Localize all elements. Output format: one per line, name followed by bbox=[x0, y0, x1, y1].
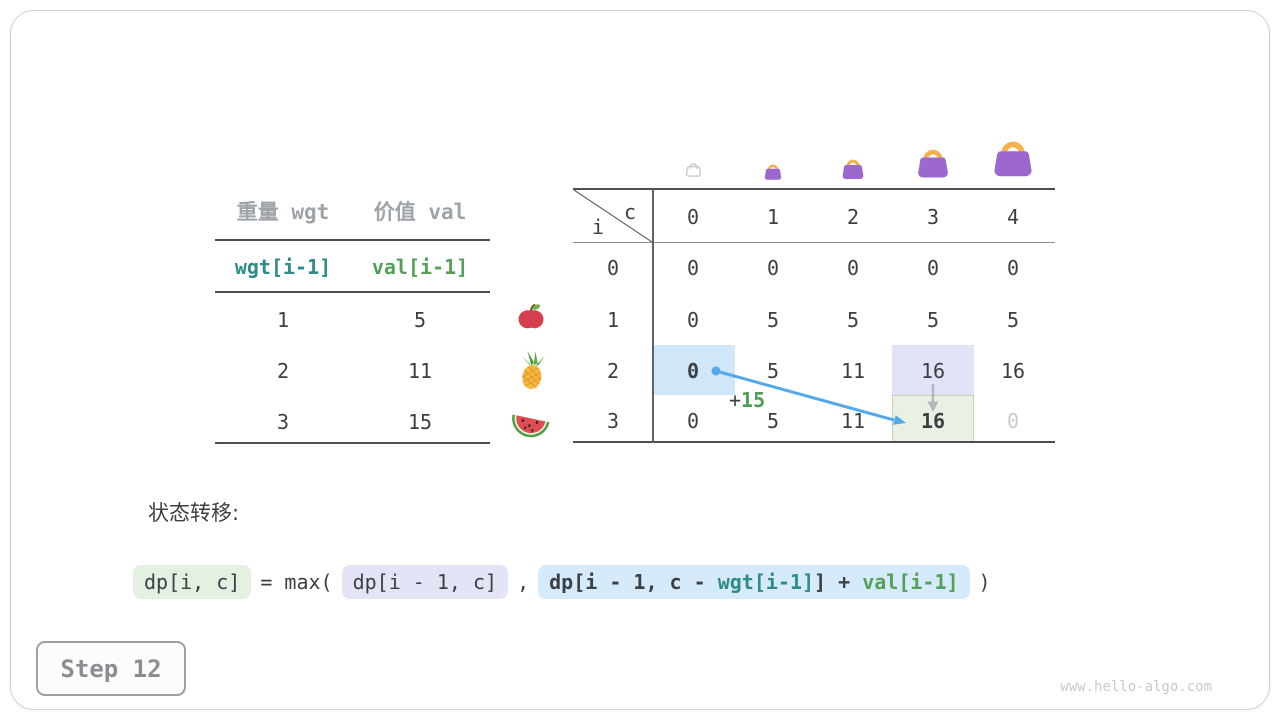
dp-cell-0-2: 0 bbox=[846, 256, 860, 280]
apple-icon bbox=[516, 301, 546, 331]
watermelon-icon bbox=[509, 406, 551, 440]
formula-take-mid: ] + bbox=[814, 570, 863, 594]
dp-cell-2-4: 16 bbox=[1000, 359, 1026, 383]
formula-take-val: val[i-1] bbox=[862, 570, 959, 594]
dp-rule-bottom bbox=[573, 441, 1055, 443]
bag-size-2-icon bbox=[839, 154, 867, 183]
item-2-weight: 2 bbox=[276, 359, 290, 383]
dp-cell-0-0: 0 bbox=[686, 256, 700, 280]
dp-cell-1-3: 5 bbox=[926, 308, 940, 332]
dp-row-label-3: 3 bbox=[606, 409, 620, 433]
dp-cell-1-2: 5 bbox=[846, 308, 860, 332]
dp-cell-1-1: 5 bbox=[766, 308, 780, 332]
items-col-weight-header: 重量 wgt bbox=[236, 200, 330, 224]
formula-lhs: dp[i, c] bbox=[133, 565, 252, 599]
dp-col-header-0: 0 bbox=[686, 205, 700, 229]
item-2-value: 11 bbox=[407, 359, 433, 383]
axis-label-i: i bbox=[592, 215, 605, 239]
dp-cell-0-4: 0 bbox=[1006, 256, 1020, 280]
formula-option-take: dp[i - 1, c - wgt[i-1]] + val[i-1] bbox=[538, 565, 970, 599]
bag-size-1-icon bbox=[762, 160, 784, 183]
item-1-weight: 1 bbox=[276, 308, 290, 332]
axis-label-c: c bbox=[624, 200, 637, 224]
dp-row-label-0: 0 bbox=[606, 256, 620, 280]
state-transition-formula: dp[i, c] = max( dp[i - 1, c] , dp[i - 1,… bbox=[133, 562, 991, 602]
dp-cell-1-4: 5 bbox=[1006, 308, 1020, 332]
dp-cell-0-3: 0 bbox=[926, 256, 940, 280]
items-col-value-header: 价值 val bbox=[373, 200, 467, 224]
bag-size-4-icon bbox=[988, 132, 1038, 183]
dp-cell-0-1: 0 bbox=[766, 256, 780, 280]
formula-close-paren: ) bbox=[978, 570, 991, 594]
formula-operator: = max( bbox=[260, 570, 333, 594]
dp-cell-3-4: 0 bbox=[1006, 409, 1020, 433]
items-subheader-val: val[i-1] bbox=[371, 255, 469, 279]
items-rule-mid bbox=[215, 291, 490, 293]
dp-cell-1-0: 0 bbox=[686, 308, 700, 332]
formula-take-wgt: wgt[i-1] bbox=[717, 570, 815, 594]
dp-row-label-1: 1 bbox=[606, 308, 620, 332]
items-rule-bottom bbox=[215, 442, 490, 444]
dp-row-label-2: 2 bbox=[606, 359, 620, 383]
dp-col-header-3: 3 bbox=[926, 205, 940, 229]
dp-cell-2-0: 0 bbox=[686, 359, 700, 383]
dp-rule-header bbox=[573, 242, 1055, 243]
dp-rule-top bbox=[573, 188, 1055, 190]
item-3-value: 15 bbox=[407, 410, 433, 434]
dp-col-header-4: 4 bbox=[1006, 205, 1020, 229]
formula-take-prefix: dp[i - 1, c - bbox=[549, 570, 718, 594]
item-3-weight: 3 bbox=[276, 410, 290, 434]
step-badge: Step 12 bbox=[36, 641, 186, 696]
formula-comma: , bbox=[517, 570, 530, 594]
dp-col-header-1: 1 bbox=[766, 205, 780, 229]
watermark: www.hello-algo.com bbox=[1060, 679, 1212, 695]
items-rule-top bbox=[215, 239, 490, 241]
bag-size-3-icon bbox=[913, 142, 953, 183]
item-1-value: 5 bbox=[413, 308, 427, 332]
dp-cell-3-3: 16 bbox=[920, 409, 946, 433]
items-subheader-wgt: wgt[i-1] bbox=[234, 255, 332, 279]
pineapple-icon bbox=[514, 350, 550, 392]
formula-option-keep: dp[i - 1, c] bbox=[341, 565, 509, 599]
added-value: 15 bbox=[741, 388, 766, 412]
state-transition-label: 状态转移: bbox=[148, 501, 240, 525]
dp-cell-2-3: 16 bbox=[920, 359, 946, 383]
transfer-add-annotation: +15 bbox=[729, 388, 765, 412]
dp-vertical-line bbox=[652, 188, 654, 443]
bag-empty-icon bbox=[684, 158, 703, 180]
dp-cell-3-0: 0 bbox=[686, 409, 700, 433]
plus-sign: + bbox=[729, 388, 742, 412]
dp-cell-3-2: 11 bbox=[840, 409, 866, 433]
dp-col-header-2: 2 bbox=[846, 205, 860, 229]
dp-cell-2-2: 11 bbox=[840, 359, 866, 383]
